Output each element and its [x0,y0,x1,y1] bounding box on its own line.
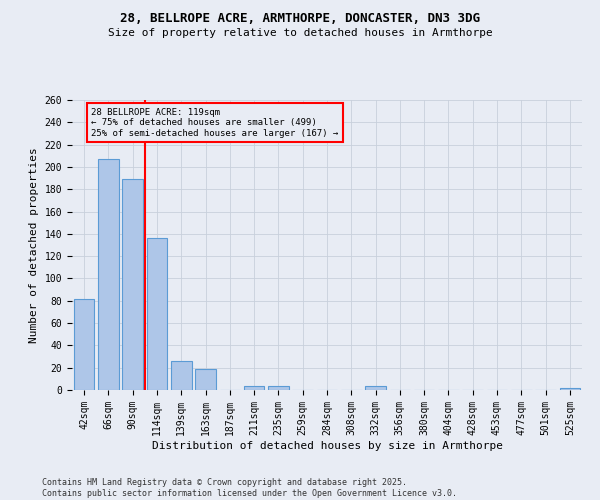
Text: 28 BELLROPE ACRE: 119sqm
← 75% of detached houses are smaller (499)
25% of semi-: 28 BELLROPE ACRE: 119sqm ← 75% of detach… [91,108,338,138]
Bar [98,159,119,390]
Bar [268,386,289,390]
Bar [365,386,386,390]
Text: 28, BELLROPE ACRE, ARMTHORPE, DONCASTER, DN3 3DG: 28, BELLROPE ACRE, ARMTHORPE, DONCASTER,… [120,12,480,26]
Bar [122,179,143,390]
Bar [244,386,265,390]
Bar [560,388,580,390]
Text: Size of property relative to detached houses in Armthorpe: Size of property relative to detached ho… [107,28,493,38]
Y-axis label: Number of detached properties: Number of detached properties [29,147,39,343]
Bar [74,298,94,390]
X-axis label: Distribution of detached houses by size in Armthorpe: Distribution of detached houses by size … [151,440,503,450]
Text: Contains HM Land Registry data © Crown copyright and database right 2025.
Contai: Contains HM Land Registry data © Crown c… [42,478,457,498]
Bar [146,238,167,390]
Bar [195,369,216,390]
Bar [171,361,191,390]
